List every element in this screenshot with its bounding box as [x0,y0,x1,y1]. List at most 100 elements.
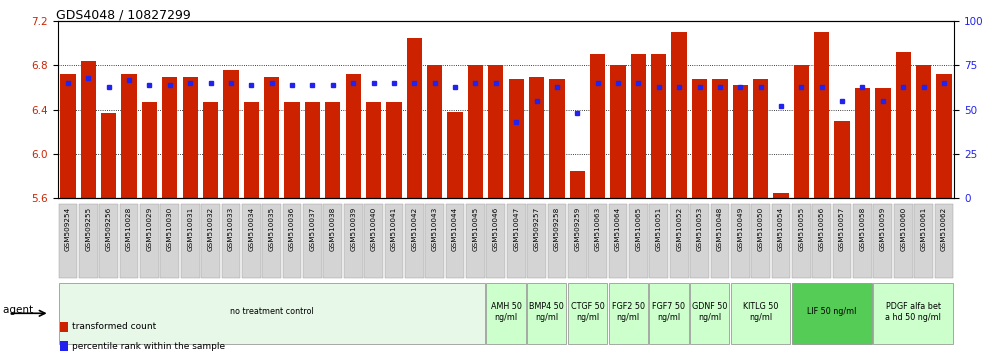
Text: no treatment control: no treatment control [230,307,314,316]
Bar [611,65,625,198]
Text: GSM510052: GSM510052 [676,206,682,251]
Bar [162,76,177,198]
Text: GSM510045: GSM510045 [472,206,478,251]
FancyBboxPatch shape [731,204,750,278]
FancyBboxPatch shape [100,204,119,278]
Bar [916,65,931,198]
Text: GSM510056: GSM510056 [819,206,825,251]
FancyBboxPatch shape [283,204,302,278]
FancyBboxPatch shape [873,283,953,343]
Text: GSM510057: GSM510057 [839,206,846,251]
Text: GSM510053: GSM510053 [696,206,702,251]
Text: GSM510058: GSM510058 [860,206,866,251]
Bar [895,52,911,198]
FancyBboxPatch shape [445,204,464,278]
FancyBboxPatch shape [710,204,729,278]
Bar [264,76,279,198]
FancyBboxPatch shape [609,204,627,278]
Text: GSM510042: GSM510042 [411,206,417,251]
FancyBboxPatch shape [792,283,872,343]
Bar [509,79,524,198]
FancyBboxPatch shape [690,204,709,278]
FancyBboxPatch shape [649,283,688,343]
Text: GSM509257: GSM509257 [534,206,540,251]
FancyBboxPatch shape [59,204,78,278]
Text: GSM510035: GSM510035 [269,206,275,251]
Text: GSM509255: GSM509255 [86,206,92,251]
Bar [549,79,565,198]
Text: GSM510061: GSM510061 [920,206,926,251]
Text: GSM510062: GSM510062 [941,206,947,251]
FancyBboxPatch shape [181,204,199,278]
Bar [427,65,442,198]
Bar [529,76,544,198]
FancyBboxPatch shape [79,204,98,278]
FancyBboxPatch shape [731,283,791,343]
Text: agent: agent [3,305,37,315]
Bar [203,102,218,198]
FancyBboxPatch shape [160,204,179,278]
Bar [773,193,789,198]
FancyBboxPatch shape [344,204,363,278]
Text: GSM510050: GSM510050 [758,206,764,251]
FancyBboxPatch shape [589,204,607,278]
Text: GSM510034: GSM510034 [248,206,254,251]
FancyBboxPatch shape [548,204,567,278]
Bar [570,171,585,198]
Bar [61,74,76,198]
Text: GSM510033: GSM510033 [228,206,234,251]
FancyBboxPatch shape [59,283,485,343]
Bar [814,32,830,198]
Bar [386,102,401,198]
Text: GSM510065: GSM510065 [635,206,641,251]
Text: GSM510059: GSM510059 [879,206,885,251]
Text: FGF2 50
ng/ml: FGF2 50 ng/ml [612,302,644,322]
FancyBboxPatch shape [120,204,138,278]
Text: GSM510030: GSM510030 [166,206,173,251]
Text: PDGF alfa bet
a hd 50 ng/ml: PDGF alfa bet a hd 50 ng/ml [885,302,941,322]
Text: GSM510046: GSM510046 [493,206,499,251]
FancyBboxPatch shape [507,204,526,278]
Bar [794,65,809,198]
Bar [712,79,727,198]
FancyBboxPatch shape [221,204,240,278]
Text: FGF7 50
ng/ml: FGF7 50 ng/ml [652,302,685,322]
Bar [488,65,503,198]
Bar [753,79,768,198]
Text: GSM510054: GSM510054 [778,206,784,251]
Text: GDS4048 / 10827299: GDS4048 / 10827299 [56,8,190,21]
Text: GSM510060: GSM510060 [900,206,906,251]
Text: LIF 50 ng/ml: LIF 50 ng/ml [807,307,857,316]
FancyBboxPatch shape [751,204,770,278]
Text: GSM510051: GSM510051 [655,206,661,251]
Bar [671,32,687,198]
Bar [692,79,707,198]
Text: GSM510038: GSM510038 [330,206,336,251]
FancyBboxPatch shape [527,204,546,278]
Text: GSM510037: GSM510037 [310,206,316,251]
Text: GSM510032: GSM510032 [207,206,213,251]
FancyBboxPatch shape [568,283,607,343]
FancyBboxPatch shape [629,204,647,278]
Text: GSM509256: GSM509256 [106,206,112,251]
Text: GDNF 50
ng/ml: GDNF 50 ng/ml [692,302,727,322]
FancyBboxPatch shape [813,204,831,278]
FancyBboxPatch shape [690,283,729,343]
FancyBboxPatch shape [201,204,220,278]
Text: GSM509259: GSM509259 [575,206,581,251]
Bar [630,55,646,198]
FancyBboxPatch shape [669,204,688,278]
FancyBboxPatch shape [262,204,281,278]
FancyBboxPatch shape [384,204,403,278]
Text: GSM510064: GSM510064 [615,206,622,251]
Text: GSM509254: GSM509254 [65,206,71,251]
Bar [60,322,69,332]
FancyBboxPatch shape [425,204,444,278]
Bar [590,55,606,198]
Text: GSM510049: GSM510049 [737,206,743,251]
Text: GSM510040: GSM510040 [371,206,376,251]
FancyBboxPatch shape [609,283,647,343]
FancyBboxPatch shape [527,283,567,343]
FancyBboxPatch shape [405,204,423,278]
FancyBboxPatch shape [568,204,587,278]
